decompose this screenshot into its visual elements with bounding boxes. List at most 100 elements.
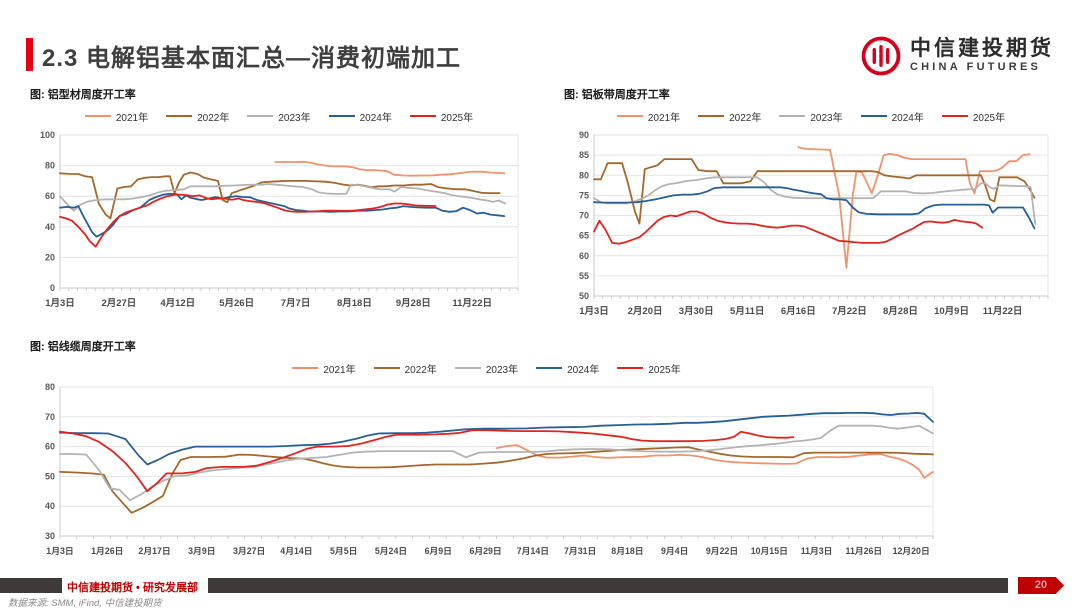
y-tick-label: 70 [45, 412, 55, 422]
y-tick-label: 55 [579, 271, 589, 281]
legend-label: 2021年 [647, 112, 681, 124]
x-tick-label: 7月7日 [281, 298, 311, 309]
footer-bar-right-segment [208, 578, 1008, 593]
legend-swatch [84, 115, 111, 117]
legend-item-2025年: 2025年 [617, 361, 681, 376]
legend-swatch [779, 115, 806, 117]
footer: 中信建投期货 • 研究发展部 20 [0, 577, 1080, 594]
series-line-2021年 [274, 160, 506, 177]
y-tick-label: 50 [45, 471, 55, 481]
y-tick-label: 40 [45, 501, 55, 511]
y-tick-label: 60 [579, 251, 589, 261]
y-tick-label: 80 [45, 382, 55, 392]
series-line-2021年 [797, 146, 1031, 269]
x-tick-label: 11月22日 [983, 306, 1023, 317]
legend-item-2021年: 2021年 [616, 109, 681, 124]
legend-swatch [536, 367, 563, 369]
y-tick-label: 60 [45, 191, 55, 201]
footer-bar-left-segment [0, 578, 62, 593]
logo-text-en: CHINA FUTURES [910, 61, 1042, 74]
legend-label: 2022年 [729, 112, 762, 124]
x-tick-label: 6月9日 [425, 546, 452, 556]
chart-title: 图: 铝型材周度开工率 [30, 89, 136, 101]
x-tick-label: 4月12日 [160, 298, 195, 309]
y-tick-label: 20 [45, 252, 55, 262]
chart-plot: 0 20 40 60 80 100 1月3日 2月27日 4月12日 5月26日 7月7日 8月18日… [40, 130, 519, 309]
legend-item-2024年: 2024年 [536, 361, 599, 376]
x-tick-label: 2月17日 [138, 546, 170, 556]
x-tick-label: 6月16日 [781, 306, 816, 317]
x-tick-label: 5月26日 [219, 298, 254, 309]
series-line-2023年 [593, 176, 1037, 226]
legend-swatch [247, 115, 274, 117]
chart-panel-aluminum-sheet-strip: 图: 铝板带周度开工率 2021年 2022年 2023年 2024年 2025年 50… [562, 86, 1060, 322]
page-title: 2.3 电解铝基本面汇总—消费初端加工 [42, 45, 462, 72]
legend-item-2022年: 2022年 [698, 109, 761, 124]
legend-swatch [941, 115, 968, 117]
x-tick-label: 7月31日 [564, 546, 596, 556]
x-tick-label: 5月11日 [730, 306, 764, 317]
chart-title: 图: 铝板带周度开工率 [564, 89, 670, 101]
y-tick-label: 60 [45, 442, 55, 452]
legend-swatch [698, 115, 725, 117]
chart-panel-aluminum-profile: 图: 铝型材周度开工率 2021年 2022年 2023年 2024年 2025年 0 2… [28, 86, 530, 314]
x-tick-label: 1月3日 [579, 306, 609, 317]
y-tick-label: 0 [50, 283, 55, 293]
chart-plot: 30 40 50 60 70 80 1月3日 1月26日 2月17日 3月9日 3月27日 4月14日… [45, 382, 934, 556]
x-tick-label: 6月29日 [469, 546, 501, 556]
legend-item-2021年: 2021年 [292, 361, 356, 376]
legend-label: 2021年 [323, 364, 356, 376]
series-line-2025年 [593, 210, 984, 245]
x-tick-label: 8月28日 [883, 306, 918, 317]
legend-swatch [616, 115, 643, 117]
legend-swatch [166, 115, 193, 117]
y-tick-label: 70 [579, 211, 589, 221]
logo-text-cn: 中信建投期货 [910, 37, 1054, 61]
chart-title: 图: 铝线缆周度开工率 [30, 341, 136, 353]
x-tick-label: 2月27日 [101, 298, 136, 309]
legend-label: 2024年 [359, 112, 392, 124]
page-number-badge: 20 [1018, 577, 1064, 594]
legend-swatch [617, 367, 644, 369]
legend-swatch [454, 367, 481, 369]
legend-item-2022年: 2022年 [166, 109, 229, 124]
legend-item-2023年: 2023年 [247, 109, 311, 124]
legend-swatch [292, 367, 319, 369]
series-line-2024年 [59, 193, 506, 238]
series-line-2025年 [59, 193, 437, 248]
x-tick-label: 9月22日 [706, 546, 738, 556]
company-emblem-icon [861, 36, 901, 76]
series-line-2023年 [59, 424, 934, 502]
legend-label: 2024年 [567, 364, 600, 376]
x-tick-label: 3月30日 [679, 306, 714, 317]
series-line-2021年 [495, 444, 934, 479]
x-tick-label: 4月14日 [280, 546, 312, 556]
y-tick-label: 75 [579, 190, 589, 200]
y-tick-label: 80 [579, 170, 589, 180]
x-tick-label: 7月14日 [517, 546, 549, 556]
x-tick-label: 12月20日 [893, 546, 930, 556]
legend-swatch [328, 115, 355, 117]
legend-item-2022年: 2022年 [373, 361, 437, 376]
y-tick-label: 85 [579, 150, 589, 160]
legend-label: 2025年 [972, 112, 1006, 124]
legend-label: 2025年 [440, 112, 474, 124]
legend-item-2025年: 2025年 [409, 109, 474, 124]
series-line-2022年 [593, 158, 1036, 225]
series-line-2025年 [59, 429, 795, 493]
legend-label: 2025年 [648, 364, 681, 376]
x-tick-label: 8月18日 [337, 298, 372, 309]
x-tick-label: 1月3日 [46, 546, 73, 556]
legend-label: 2023年 [810, 112, 843, 124]
series-line-2022年 [59, 446, 934, 514]
chart-legend: 2021年 2022年 2023年 2024年 2025年 [562, 108, 1060, 124]
legend-item-2024年: 2024年 [328, 109, 392, 124]
chart-panel-aluminum-wire-cable: 图: 铝线缆周度开工率 2021年 2022年 2023年 2024年 2025年 30… [28, 338, 945, 562]
x-tick-label: 10月15日 [751, 546, 788, 556]
y-tick-label: 90 [579, 130, 589, 140]
legend-item-2024年: 2024年 [860, 109, 924, 124]
legend-swatch [409, 115, 436, 117]
series-line-2023年 [59, 183, 507, 212]
chart-legend: 2021年 2022年 2023年 2024年 2025年 [28, 360, 945, 376]
